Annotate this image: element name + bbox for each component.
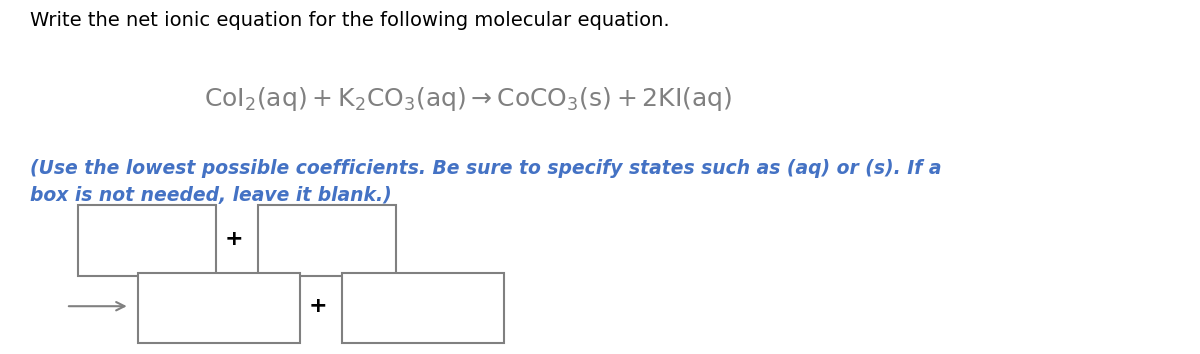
Text: (Use the lowest possible coefficients. Be sure to specify states such as (aq) or: (Use the lowest possible coefficients. B…	[30, 159, 942, 205]
Text: $\mathrm{CoI_2(aq) + K_2CO_3(aq) \rightarrow CoCO_3(s) + 2KI(aq)}$: $\mathrm{CoI_2(aq) + K_2CO_3(aq) \righta…	[204, 85, 732, 113]
Bar	[342, 273, 504, 343]
Text: +: +	[224, 229, 244, 249]
Bar	[258, 205, 396, 276]
Bar	[78, 205, 216, 276]
Bar	[138, 273, 300, 343]
Text: +: +	[308, 296, 328, 316]
Text: Write the net ionic equation for the following molecular equation.: Write the net ionic equation for the fol…	[30, 11, 670, 30]
